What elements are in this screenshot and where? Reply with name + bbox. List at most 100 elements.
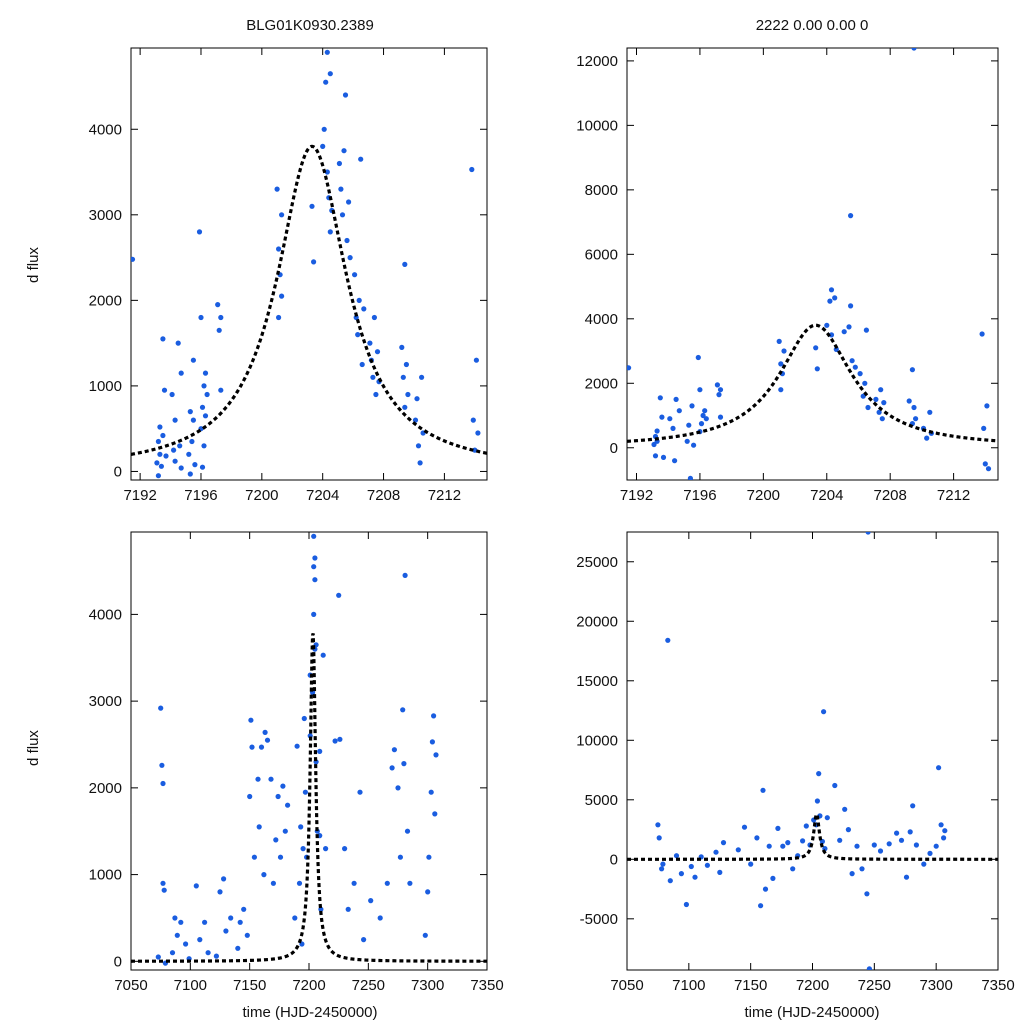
data-point xyxy=(778,387,784,393)
x-tick-label: 7212 xyxy=(937,487,970,504)
data-point xyxy=(979,331,985,337)
data-point xyxy=(469,166,475,173)
data-point xyxy=(323,79,329,85)
data-point xyxy=(942,828,948,834)
data-point xyxy=(849,358,855,364)
data-point xyxy=(228,915,234,921)
data-point xyxy=(345,906,351,912)
data-point xyxy=(659,866,665,872)
data-point xyxy=(933,843,939,849)
data-point xyxy=(828,332,835,338)
data-point xyxy=(672,458,678,464)
data-point xyxy=(470,417,476,423)
data-point xyxy=(154,460,160,466)
data-point xyxy=(716,392,722,398)
data-point xyxy=(748,861,754,867)
x-tick-label: 7250 xyxy=(858,977,891,994)
data-point xyxy=(339,212,346,218)
data-point xyxy=(237,919,243,925)
data-point xyxy=(426,854,432,860)
data-layer xyxy=(627,48,998,480)
data-point xyxy=(163,453,169,459)
panel-bottom-left: 7050 7100 7150 7200 7250 7300 7350 0 1000 2000 300… xyxy=(89,531,504,994)
data-point xyxy=(336,592,342,598)
panel-bottom-right: 7050 7100 7150 7200 7250 7300 7350 -5000 0 5000 10… xyxy=(576,531,1015,994)
data-point xyxy=(280,783,286,789)
data-point xyxy=(309,203,315,209)
data-point xyxy=(683,901,690,908)
data-point xyxy=(422,932,428,938)
data-point xyxy=(846,324,852,330)
data-point xyxy=(841,329,847,335)
data-point xyxy=(627,365,632,371)
data-point xyxy=(256,824,262,830)
data-point xyxy=(766,843,772,849)
data-point xyxy=(172,915,178,921)
data-point xyxy=(684,438,690,444)
data-point xyxy=(215,302,221,308)
data-point xyxy=(274,186,280,192)
data-point xyxy=(428,789,434,795)
data-point xyxy=(816,771,822,777)
data-point xyxy=(910,803,916,809)
data-point xyxy=(332,738,338,744)
data-point xyxy=(703,416,709,422)
data-point xyxy=(192,462,198,468)
data-point xyxy=(403,361,409,368)
data-point xyxy=(202,413,209,419)
data-point xyxy=(300,846,306,852)
data-point xyxy=(475,430,481,436)
plot-frame xyxy=(626,531,999,971)
data-point xyxy=(401,761,407,767)
data-point xyxy=(907,829,913,835)
data-point xyxy=(235,945,241,951)
data-point xyxy=(827,298,833,304)
data-point xyxy=(255,776,261,782)
data-point xyxy=(876,409,882,415)
data-point xyxy=(367,340,373,346)
data-point xyxy=(172,458,178,464)
data-point xyxy=(174,932,180,938)
y-tick-label: 15000 xyxy=(576,673,618,690)
data-point xyxy=(400,374,406,380)
data-point xyxy=(780,843,786,849)
x-tick-label: 7204 xyxy=(306,487,339,504)
y-tick-label: 2000 xyxy=(585,375,618,392)
data-point xyxy=(921,861,927,867)
data-point xyxy=(155,954,161,960)
data-point xyxy=(352,272,358,278)
data-point xyxy=(292,915,298,921)
x-tick-label: 7100 xyxy=(174,977,207,994)
data-point xyxy=(258,744,265,750)
data-point xyxy=(686,422,692,428)
data-point xyxy=(160,432,166,439)
data-point xyxy=(311,259,317,265)
data-point xyxy=(276,314,282,321)
data-point xyxy=(218,314,224,321)
data-point xyxy=(155,438,161,445)
data-point xyxy=(775,825,781,832)
data-point xyxy=(676,408,682,414)
y-tick-label: 0 xyxy=(114,953,122,970)
data-point xyxy=(824,815,830,821)
data-point xyxy=(172,417,178,423)
data-point xyxy=(938,822,944,828)
data-point xyxy=(279,212,285,218)
data-point xyxy=(936,765,942,771)
data-point xyxy=(199,404,206,410)
data-point xyxy=(656,835,662,841)
y-tick-label: 4000 xyxy=(585,311,618,328)
data-point xyxy=(691,442,697,448)
x-tick-label: 7192 xyxy=(123,487,156,504)
x-tick-label: 7350 xyxy=(981,977,1014,994)
data-point xyxy=(927,850,933,857)
y-tick-label: 3000 xyxy=(89,693,122,710)
x-tick-label: 7196 xyxy=(184,487,217,504)
data-point xyxy=(863,327,870,333)
x-axis-label-left: time (HJD-2450000) xyxy=(242,1004,377,1021)
data-layer xyxy=(627,532,998,970)
data-point xyxy=(400,707,406,713)
data-point xyxy=(353,314,359,321)
x-tick-label: 7200 xyxy=(747,487,780,504)
data-point xyxy=(660,861,666,867)
